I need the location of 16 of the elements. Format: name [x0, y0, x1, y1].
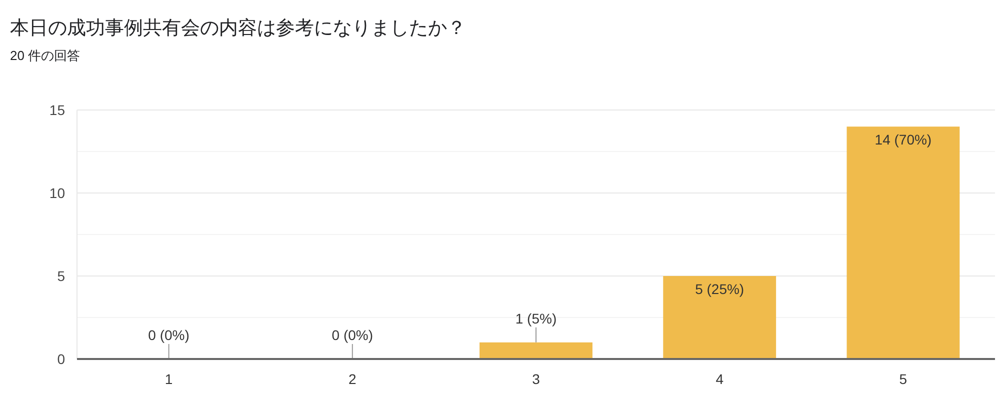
y-tick-label: 0	[57, 351, 66, 367]
data-label: 14 (70%)	[874, 132, 932, 148]
y-tick-label: 10	[49, 185, 66, 201]
data-label: 0 (0%)	[332, 327, 374, 343]
data-label: 0 (0%)	[148, 327, 190, 343]
x-tick-label: 4	[716, 371, 724, 387]
x-tick-label: 5	[899, 371, 908, 387]
data-label: 5 (25%)	[695, 281, 744, 297]
x-tick-label: 2	[348, 371, 356, 387]
y-tick-label: 15	[49, 102, 66, 118]
data-label: 1 (5%)	[515, 310, 557, 326]
y-tick-label: 5	[57, 268, 66, 284]
title: 本日の成功事例共有会の内容は参考になりましたか？	[10, 18, 466, 39]
x-tick-label: 3	[532, 371, 540, 387]
x-tick-label: 1	[164, 371, 173, 387]
subtitle: 20 件の回答	[10, 48, 80, 63]
